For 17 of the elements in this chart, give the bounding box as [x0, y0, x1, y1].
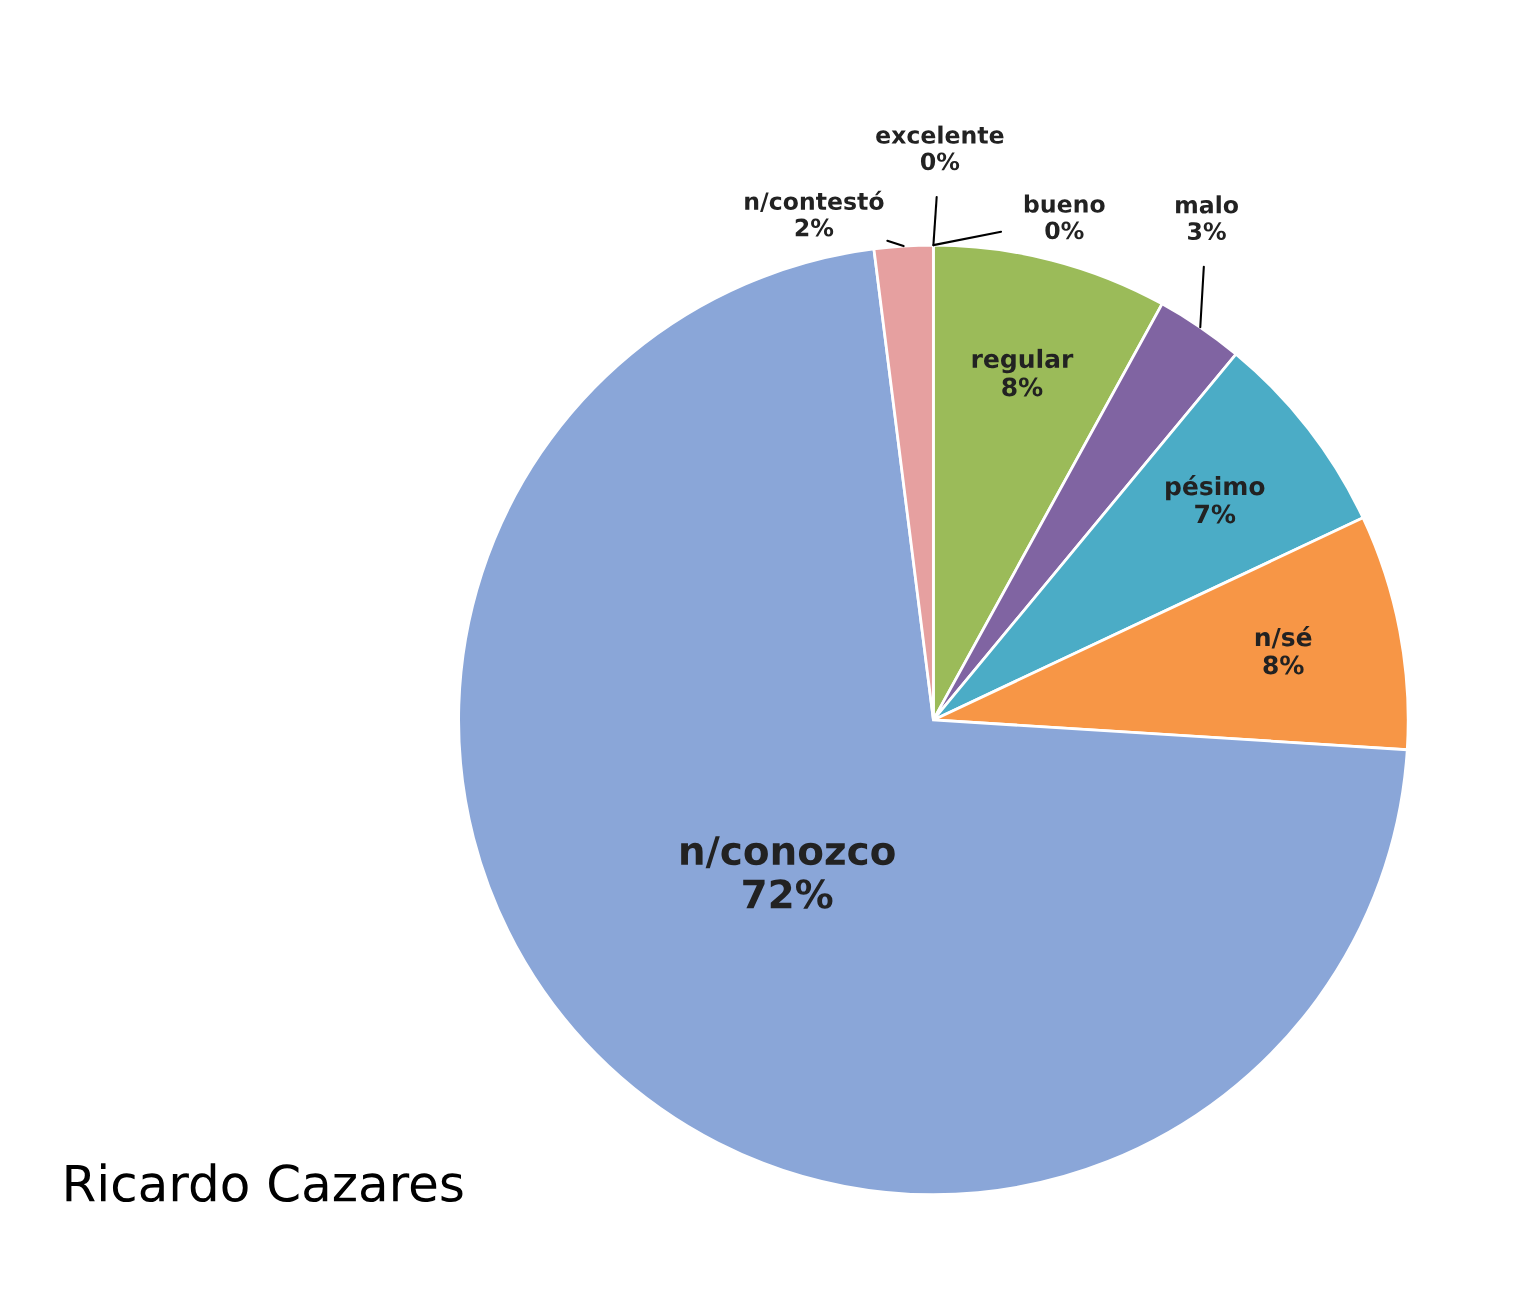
slice-label: n/contestó [745, 190, 884, 212]
slice-label: n/conozco [681, 836, 895, 869]
text: 0% [1045, 221, 1084, 240]
data-label: 8% [1002, 377, 1043, 397]
slice-label: n/sé [1255, 626, 1312, 649]
data-label: 72% [743, 879, 833, 909]
slice-label: pésimo [1166, 475, 1265, 501]
data-label: 3% [1188, 222, 1226, 241]
category-label: excelente [876, 125, 1004, 144]
text: Ricardo Cazares [66, 1163, 463, 1203]
category-label: bueno [1024, 194, 1105, 213]
data-label: 2% [795, 218, 834, 237]
slice-label: malo [1176, 195, 1238, 214]
data-label: 8% [1263, 655, 1304, 675]
data-label: 7% [1195, 504, 1236, 524]
slice-label: regular [972, 348, 1074, 374]
text: 0% [920, 152, 960, 171]
